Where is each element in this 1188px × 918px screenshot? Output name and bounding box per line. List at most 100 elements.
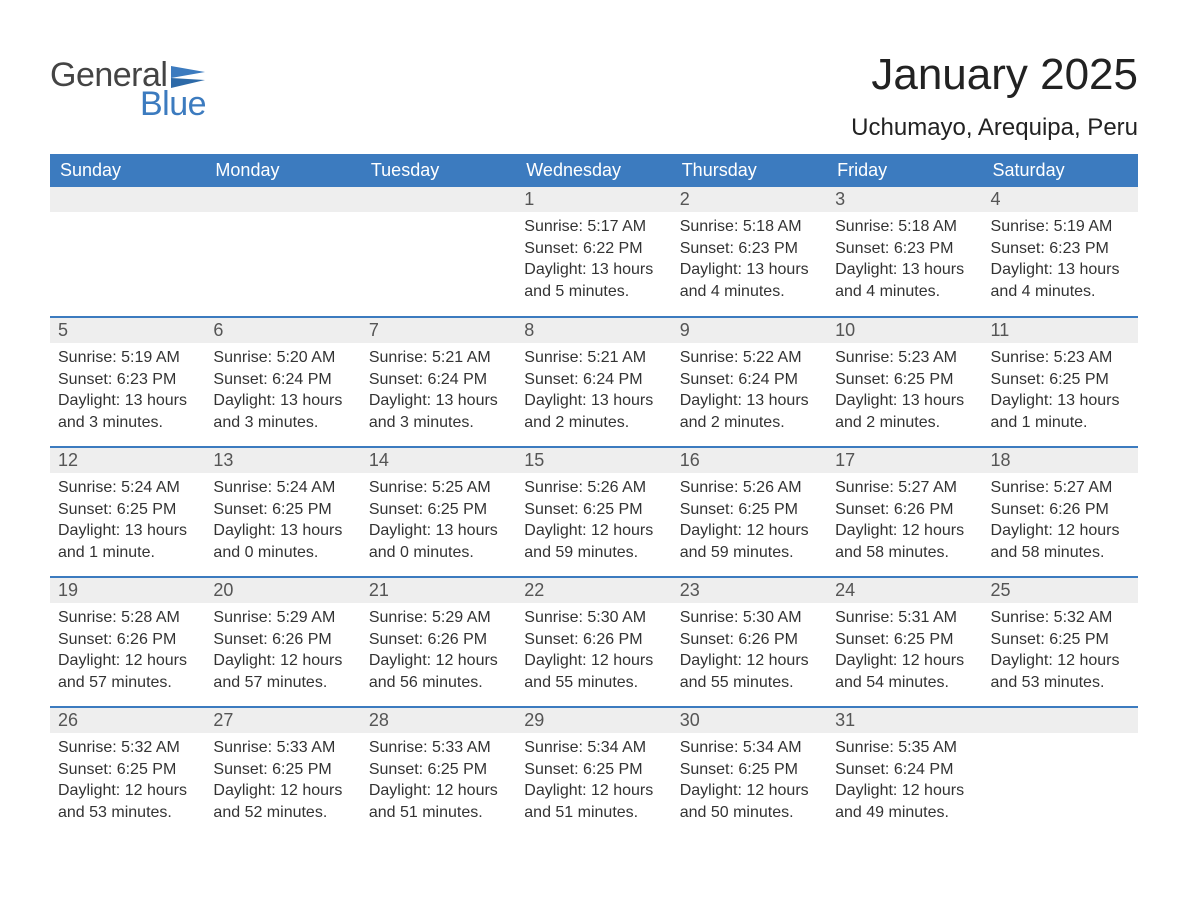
day-cell: 26Sunrise: 5:32 AMSunset: 6:25 PMDayligh… [50,707,205,837]
day-details: Sunrise: 5:26 AMSunset: 6:25 PMDaylight:… [516,473,671,573]
day-cell: 25Sunrise: 5:32 AMSunset: 6:25 PMDayligh… [983,577,1138,707]
day-details: Sunrise: 5:30 AMSunset: 6:26 PMDaylight:… [672,603,827,703]
day-details: Sunrise: 5:33 AMSunset: 6:25 PMDaylight:… [205,733,360,833]
month-title: January 2025 [851,50,1138,100]
sunset-line: Sunset: 6:22 PM [524,238,663,260]
day-number: 8 [516,318,671,343]
day-details: Sunrise: 5:18 AMSunset: 6:23 PMDaylight:… [827,212,982,312]
day-number: 26 [50,708,205,733]
day-cell: 22Sunrise: 5:30 AMSunset: 6:26 PMDayligh… [516,577,671,707]
day-number: 22 [516,578,671,603]
day-details: Sunrise: 5:20 AMSunset: 6:24 PMDaylight:… [205,343,360,443]
day-number: 21 [361,578,516,603]
daylight-line: Daylight: 12 hours and 50 minutes. [680,780,819,823]
header-row: General Blue January 2025 Uchumayo, Areq… [50,50,1138,150]
daylight-line: Daylight: 12 hours and 53 minutes. [58,780,197,823]
day-cell: 16Sunrise: 5:26 AMSunset: 6:25 PMDayligh… [672,447,827,577]
sunrise-line: Sunrise: 5:33 AM [213,737,352,759]
sunrise-line: Sunrise: 5:26 AM [680,477,819,499]
weekday-header: Thursday [672,154,827,187]
sunset-line: Sunset: 6:25 PM [835,369,974,391]
day-number: 9 [672,318,827,343]
day-cell [50,187,205,317]
day-details: Sunrise: 5:21 AMSunset: 6:24 PMDaylight:… [361,343,516,443]
day-details: Sunrise: 5:17 AMSunset: 6:22 PMDaylight:… [516,212,671,312]
day-details: Sunrise: 5:34 AMSunset: 6:25 PMDaylight:… [672,733,827,833]
daylight-line: Daylight: 13 hours and 2 minutes. [835,390,974,433]
sunset-line: Sunset: 6:24 PM [680,369,819,391]
day-cell: 8Sunrise: 5:21 AMSunset: 6:24 PMDaylight… [516,317,671,447]
daylight-line: Daylight: 12 hours and 57 minutes. [213,650,352,693]
day-number: 14 [361,448,516,473]
day-cell: 11Sunrise: 5:23 AMSunset: 6:25 PMDayligh… [983,317,1138,447]
day-number: 27 [205,708,360,733]
day-cell: 4Sunrise: 5:19 AMSunset: 6:23 PMDaylight… [983,187,1138,317]
daylight-line: Daylight: 13 hours and 0 minutes. [213,520,352,563]
day-number: 10 [827,318,982,343]
daylight-line: Daylight: 13 hours and 1 minute. [991,390,1130,433]
sunrise-line: Sunrise: 5:24 AM [58,477,197,499]
daylight-line: Daylight: 13 hours and 2 minutes. [680,390,819,433]
day-cell [361,187,516,317]
day-cell: 9Sunrise: 5:22 AMSunset: 6:24 PMDaylight… [672,317,827,447]
day-details: Sunrise: 5:33 AMSunset: 6:25 PMDaylight:… [361,733,516,833]
logo: General Blue [50,56,206,124]
sunset-line: Sunset: 6:24 PM [213,369,352,391]
day-number: 28 [361,708,516,733]
sunset-line: Sunset: 6:23 PM [680,238,819,260]
day-number: 24 [827,578,982,603]
sunset-line: Sunset: 6:26 PM [680,629,819,651]
day-cell: 7Sunrise: 5:21 AMSunset: 6:24 PMDaylight… [361,317,516,447]
sunrise-line: Sunrise: 5:28 AM [58,607,197,629]
day-cell [205,187,360,317]
day-details: Sunrise: 5:22 AMSunset: 6:24 PMDaylight:… [672,343,827,443]
sunrise-line: Sunrise: 5:27 AM [991,477,1130,499]
daylight-line: Daylight: 12 hours and 56 minutes. [369,650,508,693]
daylight-line: Daylight: 13 hours and 4 minutes. [835,259,974,302]
sunrise-line: Sunrise: 5:26 AM [524,477,663,499]
title-block: January 2025 Uchumayo, Arequipa, Peru [851,50,1138,150]
day-cell: 5Sunrise: 5:19 AMSunset: 6:23 PMDaylight… [50,317,205,447]
day-number: 31 [827,708,982,733]
sunset-line: Sunset: 6:25 PM [680,759,819,781]
daylight-line: Daylight: 12 hours and 52 minutes. [213,780,352,823]
day-number [205,187,360,212]
day-details: Sunrise: 5:32 AMSunset: 6:25 PMDaylight:… [50,733,205,833]
sunrise-line: Sunrise: 5:22 AM [680,347,819,369]
day-details: Sunrise: 5:34 AMSunset: 6:25 PMDaylight:… [516,733,671,833]
day-cell: 3Sunrise: 5:18 AMSunset: 6:23 PMDaylight… [827,187,982,317]
day-details: Sunrise: 5:35 AMSunset: 6:24 PMDaylight:… [827,733,982,833]
day-number: 12 [50,448,205,473]
daylight-line: Daylight: 13 hours and 3 minutes. [369,390,508,433]
sunset-line: Sunset: 6:25 PM [58,759,197,781]
daylight-line: Daylight: 13 hours and 1 minute. [58,520,197,563]
sunrise-line: Sunrise: 5:25 AM [369,477,508,499]
day-number: 5 [50,318,205,343]
day-details: Sunrise: 5:23 AMSunset: 6:25 PMDaylight:… [983,343,1138,443]
calendar-body: 1Sunrise: 5:17 AMSunset: 6:22 PMDaylight… [50,187,1138,837]
sunset-line: Sunset: 6:24 PM [835,759,974,781]
sunrise-line: Sunrise: 5:33 AM [369,737,508,759]
daylight-line: Daylight: 12 hours and 59 minutes. [680,520,819,563]
daylight-line: Daylight: 12 hours and 54 minutes. [835,650,974,693]
sunrise-line: Sunrise: 5:19 AM [991,216,1130,238]
sunset-line: Sunset: 6:23 PM [835,238,974,260]
daylight-line: Daylight: 12 hours and 55 minutes. [680,650,819,693]
day-number: 1 [516,187,671,212]
daylight-line: Daylight: 12 hours and 59 minutes. [524,520,663,563]
sunrise-line: Sunrise: 5:23 AM [835,347,974,369]
day-details: Sunrise: 5:19 AMSunset: 6:23 PMDaylight:… [50,343,205,443]
sunrise-line: Sunrise: 5:20 AM [213,347,352,369]
day-number: 18 [983,448,1138,473]
day-number: 23 [672,578,827,603]
daylight-line: Daylight: 12 hours and 58 minutes. [991,520,1130,563]
day-number: 7 [361,318,516,343]
sunset-line: Sunset: 6:26 PM [369,629,508,651]
day-details: Sunrise: 5:31 AMSunset: 6:25 PMDaylight:… [827,603,982,703]
sunrise-line: Sunrise: 5:30 AM [680,607,819,629]
day-cell: 14Sunrise: 5:25 AMSunset: 6:25 PMDayligh… [361,447,516,577]
day-cell: 12Sunrise: 5:24 AMSunset: 6:25 PMDayligh… [50,447,205,577]
day-details: Sunrise: 5:30 AMSunset: 6:26 PMDaylight:… [516,603,671,703]
day-cell: 30Sunrise: 5:34 AMSunset: 6:25 PMDayligh… [672,707,827,837]
day-details: Sunrise: 5:29 AMSunset: 6:26 PMDaylight:… [361,603,516,703]
